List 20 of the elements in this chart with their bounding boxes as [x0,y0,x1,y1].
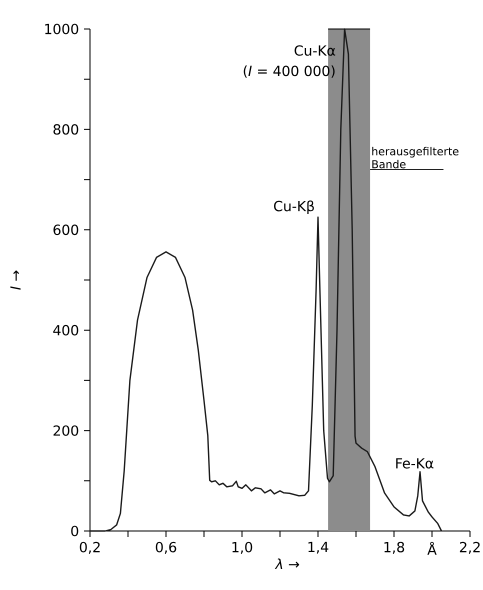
annotation: Cu-Kβ [274,200,314,214]
y-tick-label: 200 [54,425,78,436]
band-label: herausgefilterte Bande [372,146,458,168]
x-tick-label: 0,6 [156,542,176,554]
y-axis-title: I → [10,270,21,290]
x-tick-label: Å [427,542,437,555]
x-tick-label: 0,2 [80,542,100,554]
x-tick-label: 1,0 [232,542,252,554]
y-tick-label: 0 [71,526,78,536]
y-tick-label: 1000 [45,24,78,34]
annotation: (I = 400 000) [244,65,335,78]
x-tick-label: 1,4 [308,542,328,554]
annotation: Cu-Kα [294,45,336,56]
x-tick-label: 2,2 [460,542,480,554]
y-tick-label: 600 [54,224,78,236]
y-tick-label: 800 [53,124,78,135]
y-tick-label: 400 [53,324,78,336]
x-axis-title: λ → [274,558,300,570]
annotation: Fe-Kα [396,458,434,469]
x-tick-label: 1,8 [384,542,404,554]
